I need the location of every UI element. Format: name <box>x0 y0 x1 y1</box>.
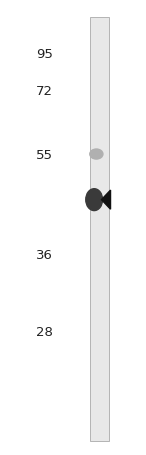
Ellipse shape <box>86 189 102 211</box>
Ellipse shape <box>90 150 103 160</box>
Text: 36: 36 <box>36 248 53 261</box>
Text: 28: 28 <box>36 326 53 339</box>
Text: 95: 95 <box>36 48 53 61</box>
Polygon shape <box>101 191 111 210</box>
Text: 72: 72 <box>36 85 53 97</box>
Text: 55: 55 <box>36 148 53 161</box>
Bar <box>90 18 109 441</box>
